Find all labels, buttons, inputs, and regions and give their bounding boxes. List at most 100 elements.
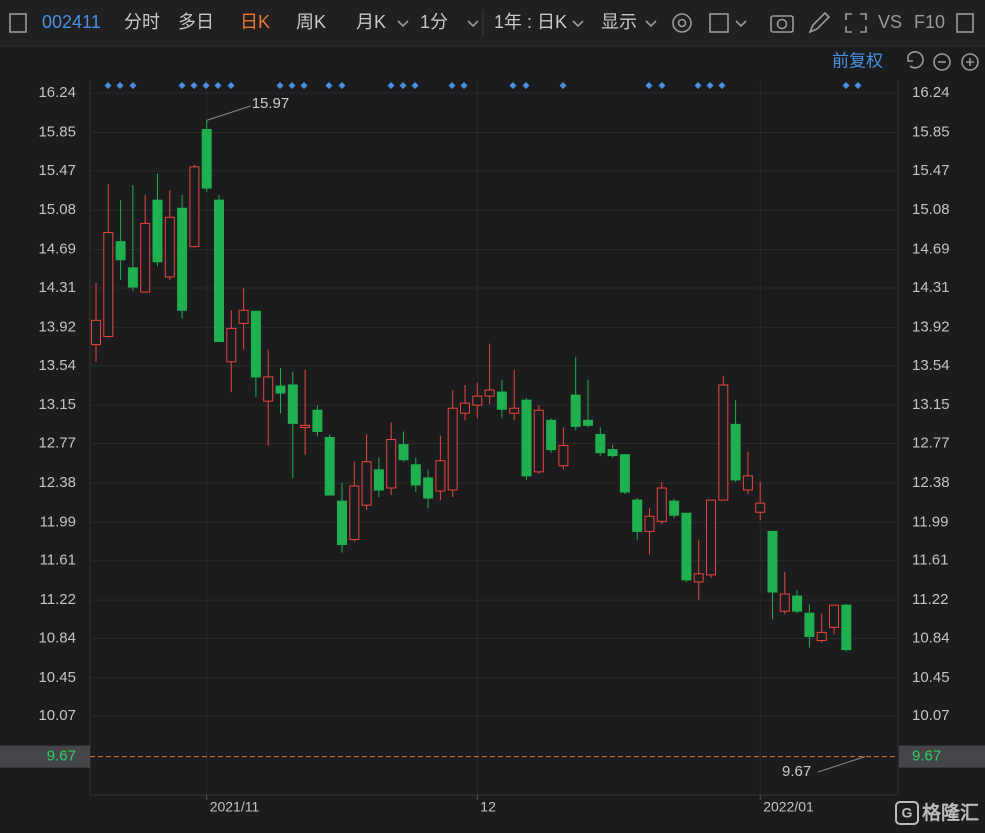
event-marker [116, 82, 124, 89]
settings-icon-center [677, 18, 687, 28]
candle [509, 369, 520, 421]
candle-body [558, 445, 569, 467]
tab[interactable]: 多日 [178, 12, 214, 32]
vs-button[interactable]: VS [878, 12, 902, 32]
event-marker [338, 82, 346, 89]
camera-lens [776, 18, 788, 30]
candle [706, 499, 716, 578]
expand-icon[interactable] [845, 13, 867, 33]
y2-tick-label: 15.47 [912, 162, 950, 179]
y2-tick-label: 15.85 [912, 123, 950, 140]
candle-body [730, 423, 741, 481]
dropdown-arrow[interactable] [467, 20, 479, 28]
candle [386, 422, 397, 496]
candle-body [533, 409, 544, 473]
adjust-mode[interactable]: 前复权 [832, 51, 883, 70]
y-tick-label: 16.24 [38, 84, 76, 101]
candle [816, 613, 827, 643]
candle [841, 604, 852, 652]
y-tick-label: 11.99 [40, 513, 76, 530]
reset-icon[interactable] [907, 51, 924, 69]
event-marker [842, 82, 850, 89]
event-marker [325, 82, 333, 89]
candle-body [607, 449, 618, 457]
candle [91, 282, 101, 362]
candle [300, 369, 311, 455]
dropdown-arrow[interactable] [572, 20, 584, 28]
display[interactable]: 显示 [601, 12, 637, 32]
candle-body [619, 454, 630, 493]
candle-body [373, 469, 384, 491]
candle [632, 498, 643, 540]
candle-body [644, 515, 655, 532]
candle-body [779, 593, 790, 612]
tab[interactable]: 周K [296, 12, 326, 32]
candle-body [829, 604, 839, 628]
y-tick-label: 15.08 [38, 201, 76, 218]
y-tick-label: 14.31 [38, 279, 76, 296]
event-marker [227, 82, 235, 89]
event-marker [509, 82, 517, 89]
zoom-out-icon[interactable] [933, 53, 951, 71]
dropdown-arrow[interactable] [645, 20, 657, 28]
candle [152, 173, 163, 266]
x-tick-label: 2021/11 [210, 799, 260, 815]
range[interactable]: 1年 : 日K [494, 12, 567, 32]
event-marker [694, 82, 702, 89]
candle [275, 367, 286, 414]
candle-body [201, 128, 212, 189]
candle-body [300, 424, 311, 428]
candle [693, 539, 704, 601]
watermark-logo-letter: G [902, 805, 913, 821]
candle-body [423, 477, 434, 499]
candle-body [583, 419, 593, 426]
candle [583, 379, 593, 428]
camera-icon[interactable] [770, 15, 794, 33]
candle [226, 310, 237, 393]
candle-body [337, 500, 347, 546]
candle [681, 512, 692, 582]
candle [570, 356, 581, 431]
candle-body [496, 391, 507, 410]
dropdown-arrow[interactable] [735, 20, 747, 28]
candle-body [103, 231, 114, 338]
settings-icon[interactable] [672, 13, 692, 33]
candle [263, 349, 274, 446]
panel-icon[interactable] [956, 13, 974, 33]
y-tick-label: 10.84 [38, 629, 76, 646]
event-marker [214, 82, 222, 89]
candle [127, 185, 138, 292]
zoom-in-icon[interactable] [961, 53, 979, 71]
candle [558, 427, 569, 470]
candle-body [841, 604, 852, 651]
event-marker [276, 82, 284, 89]
candle [669, 499, 680, 519]
dropdown-arrow[interactable] [397, 20, 409, 28]
candle [423, 469, 434, 509]
price-annotation-leader [817, 756, 866, 773]
candle-body [250, 310, 261, 378]
tab-active[interactable]: 日K [240, 12, 270, 32]
checkbox-icon[interactable] [709, 13, 729, 33]
pen-icon[interactable] [808, 11, 831, 34]
event-marker [104, 82, 112, 89]
candle [619, 454, 630, 495]
tab[interactable]: 分时 [124, 12, 160, 32]
y-tick-label: 10.07 [38, 707, 76, 724]
panel-icon[interactable] [9, 13, 27, 33]
candle [595, 427, 606, 456]
candle-body [472, 395, 483, 406]
candle [349, 461, 360, 542]
y-tick-label: 10.45 [38, 669, 76, 686]
tab[interactable]: 月K [356, 12, 386, 32]
event-marker [854, 82, 862, 89]
stock-code[interactable]: 002411 [42, 12, 101, 32]
candle-body [214, 199, 224, 343]
x-tick-label: 12 [480, 799, 496, 815]
candle-body [595, 433, 606, 454]
f10-button[interactable]: F10 [914, 12, 945, 32]
interval[interactable]: 1分 [420, 12, 448, 32]
y2-tick-label: 14.69 [912, 241, 950, 258]
